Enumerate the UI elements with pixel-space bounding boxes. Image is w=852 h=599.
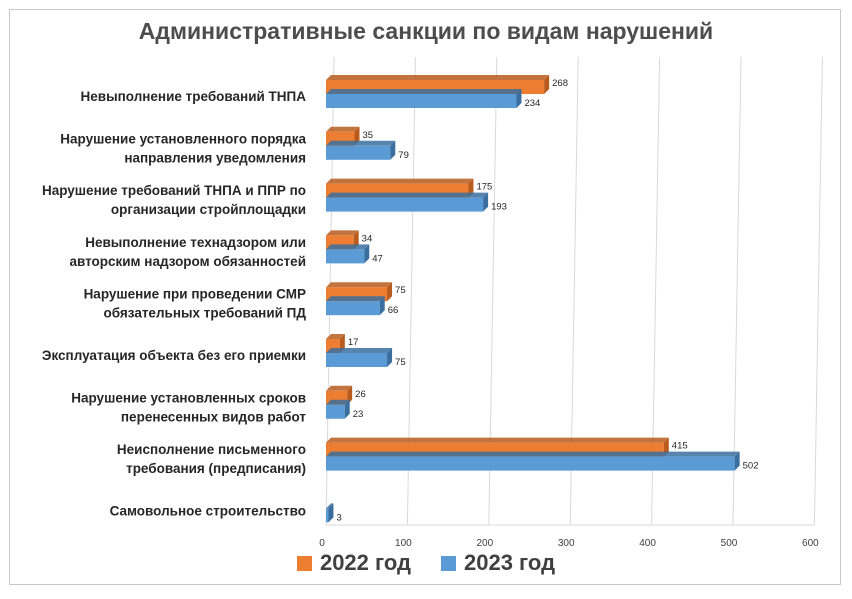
data-label-1-5: 75 — [395, 357, 406, 368]
gridline-600 — [813, 56, 823, 526]
data-label-1-1: 79 — [398, 150, 409, 161]
x-tick-label-100: 100 — [395, 538, 412, 549]
category-label-1-0: Нарушение установленного порядка — [60, 131, 306, 146]
data-label-1-4: 66 — [388, 305, 399, 316]
data-label-1-2: 193 — [491, 202, 507, 213]
legend-item-2023: 2023 год — [441, 550, 555, 576]
legend-label-2023: 2023 год — [464, 550, 556, 575]
bar-1-5 — [326, 353, 388, 367]
x-tick-label-500: 500 — [721, 538, 738, 549]
x-tick-label-600: 600 — [802, 538, 819, 549]
bar-top-0-4 — [326, 282, 393, 288]
data-label-0-2: 175 — [476, 182, 492, 193]
category-label-3-1: авторским надзором обязанностей — [69, 254, 306, 269]
category-label-5-0: Эксплуатация объекта без его приемки — [42, 348, 306, 363]
category-label-6-1: перенесенных видов работ — [121, 409, 306, 424]
data-label-0-1: 35 — [362, 130, 373, 141]
bar-side-0-0 — [544, 75, 550, 94]
data-label-1-3: 47 — [372, 253, 383, 264]
legend-swatch-2023 — [441, 555, 456, 571]
bar-top-0-6 — [326, 385, 353, 391]
bar-top-1-5 — [326, 348, 393, 353]
bar-1-8 — [326, 508, 329, 523]
gridline-500 — [732, 56, 742, 526]
bar-top-1-7 — [326, 451, 740, 457]
data-label-0-5: 17 — [348, 337, 359, 348]
bar-1-1 — [326, 145, 391, 160]
x-tick-label-0: 0 — [319, 538, 325, 549]
category-label-7-0: Неисполнение письменного — [117, 442, 306, 457]
category-label-4-1: обязательных требований ПД — [104, 306, 307, 321]
bar-side-1-7 — [734, 451, 740, 471]
bar-top-1-4 — [326, 296, 385, 302]
category-label-1-1: направления уведомления — [124, 150, 306, 165]
bar-1-0 — [326, 94, 517, 108]
bar-side-1-5 — [387, 348, 393, 367]
legend-label-2022: 2022 год — [319, 550, 411, 575]
bar-top-1-8 — [326, 503, 334, 509]
category-label-2-1: организации стройплощадки — [111, 202, 306, 217]
category-label-4-0: Нарушение при проведении СМР — [84, 287, 306, 302]
bar-top-0-2 — [326, 178, 474, 184]
bar-top-0-3 — [326, 230, 359, 236]
bar-top-1-3 — [326, 244, 370, 250]
data-label-0-4: 75 — [395, 285, 406, 296]
bar-side-1-4 — [379, 296, 385, 316]
data-label-0-6: 26 — [355, 389, 366, 400]
category-label-8-0: Самовольное строительство — [110, 503, 306, 518]
data-label-0-3: 34 — [362, 233, 373, 244]
bar-side-1-3 — [364, 244, 370, 264]
bar-top-1-0 — [326, 89, 522, 94]
legend: 2022 год 2023 год — [0, 550, 852, 576]
bar-side-1-0 — [516, 89, 522, 108]
bar-1-2 — [326, 197, 484, 212]
data-label-0-7: 415 — [672, 441, 688, 452]
bar-top-0-1 — [326, 126, 360, 132]
data-label-1-0: 234 — [524, 98, 540, 109]
bar-top-0-5 — [326, 334, 345, 339]
bar-1-3 — [326, 249, 365, 264]
data-label-0-0: 268 — [552, 78, 568, 89]
bar-side-1-2 — [483, 192, 489, 212]
bar-1-4 — [326, 301, 380, 316]
bar-side-1-1 — [390, 140, 396, 160]
x-tick-label-300: 300 — [558, 538, 575, 549]
x-tick-label-200: 200 — [476, 538, 493, 549]
chart-title: Административные санкции по видам наруше… — [138, 18, 714, 44]
category-label-0-0: Невыполнение требований ТНПА — [81, 89, 307, 104]
data-label-1-7: 502 — [743, 461, 759, 472]
data-label-1-8: 3 — [336, 512, 341, 523]
category-label-7-1: требования (предписания) — [126, 461, 306, 476]
bar-top-1-2 — [326, 192, 489, 198]
bar-1-6 — [326, 404, 345, 419]
x-tick-label-400: 400 — [639, 538, 656, 549]
bar-top-0-7 — [326, 437, 669, 443]
bar-top-0-0 — [326, 75, 550, 80]
bar-1-7 — [326, 456, 735, 471]
bar-side-1-8 — [328, 503, 334, 523]
data-label-1-6: 23 — [353, 409, 364, 420]
category-label-2-0: Нарушение требований ТНПА и ППР по — [42, 183, 306, 198]
bar-top-1-1 — [326, 140, 396, 146]
legend-swatch-2022 — [296, 555, 312, 571]
category-label-3-0: Невыполнение технадзором или — [85, 235, 306, 250]
bar-side-1-6 — [344, 399, 350, 419]
legend-item-2022: 2022 год — [296, 550, 411, 576]
bar-side-0-4 — [387, 282, 393, 302]
bar-top-1-6 — [326, 399, 350, 405]
category-label-6-0: Нарушение установленных сроков — [71, 390, 306, 405]
